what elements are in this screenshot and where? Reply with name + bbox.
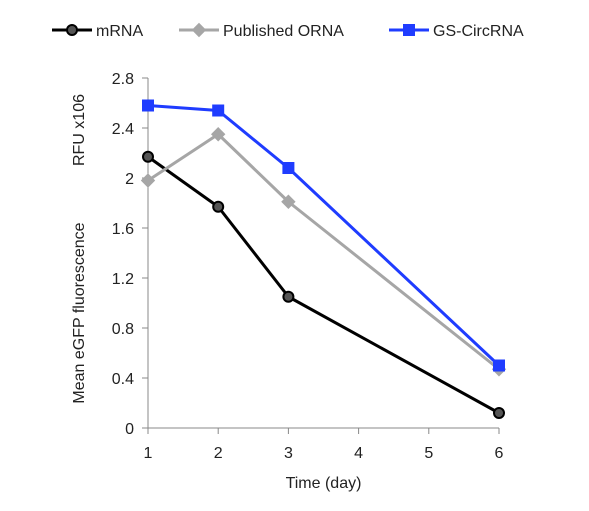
legend-label: mRNA: [96, 23, 143, 40]
series-published-orna-points: [140, 127, 507, 377]
y-tick-label: 1.6: [112, 221, 134, 238]
x-tick-label: 4: [354, 445, 363, 462]
x-tick-label: 5: [424, 445, 433, 462]
x-tick-label: 2: [214, 445, 223, 462]
series-line-published-orna: [147, 132, 500, 371]
x-axis: 1 2 3 4 5 6: [144, 427, 504, 462]
data-point-gs-circrna: [282, 162, 295, 174]
legend-item-mrna: mRNA: [52, 23, 143, 40]
legend-label: Published ORNA: [223, 23, 344, 40]
x-tick-label: 6: [495, 445, 504, 462]
y-tick-label: 0.8: [112, 321, 134, 338]
data-point-published-orna: [140, 173, 156, 188]
y-tick-label: 2: [125, 171, 134, 188]
x-axis-title: Time (day): [286, 475, 362, 492]
legend-swatch-marker: [66, 24, 78, 36]
y-tick-label: 1.2: [112, 271, 134, 288]
y-tick-label: 2.4: [112, 121, 134, 138]
y-axis-title-line-1: Mean eGFP fluorescence: [71, 222, 88, 403]
data-point-mrna: [142, 150, 154, 163]
data-point-mrna: [282, 290, 295, 303]
data-point-published-orna: [210, 127, 226, 142]
series-mrna-points: [142, 150, 505, 419]
legend-item-published-orna: Published ORNA: [179, 22, 344, 40]
legend-swatch-marker: [403, 24, 415, 36]
y-tick-label: 0: [125, 421, 134, 438]
data-point-mrna: [212, 200, 225, 213]
data-point-gs-circrna: [212, 104, 225, 117]
legend-item-gs-circrna: GS-CircRNA: [389, 23, 524, 40]
x-tick-label: 3: [284, 445, 293, 462]
data-point-gs-circrna: [142, 99, 154, 112]
y-tick-label: 2.8: [112, 71, 134, 88]
series-line-gs-circrna: [147, 104, 501, 367]
legend: mRNA Published ORNA GS-CircRNA: [52, 22, 524, 40]
legend-swatch-marker: [191, 22, 207, 38]
series-lines: [147, 104, 501, 415]
series-line-mrna: [147, 155, 500, 415]
legend-label: GS-CircRNA: [433, 23, 524, 40]
x-tick-label: 1: [144, 445, 153, 462]
data-point-mrna: [493, 407, 505, 419]
y-axis-title-line-2: RFU x106: [71, 94, 88, 166]
data-point-gs-circrna: [493, 359, 505, 372]
y-axis: 0 0.4 0.8 1.2 1.6 2 2.4 2.8: [112, 71, 149, 438]
series-markers: [140, 99, 507, 419]
data-point-published-orna: [281, 194, 296, 209]
series-gs-circrna-points: [142, 99, 505, 372]
y-tick-label: 0.4: [112, 371, 134, 388]
